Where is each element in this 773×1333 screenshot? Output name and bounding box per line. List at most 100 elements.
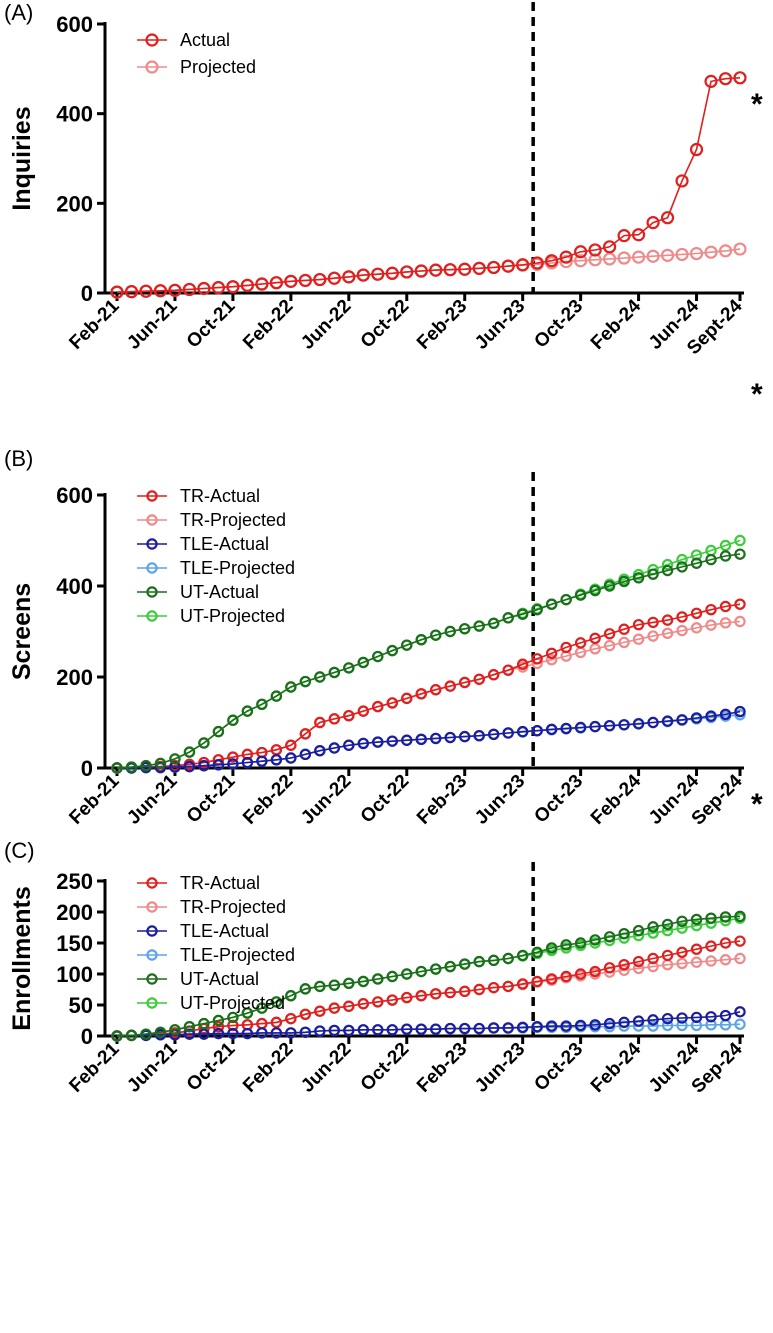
data-point	[256, 755, 268, 767]
data-point	[719, 539, 732, 552]
data-point	[545, 723, 558, 736]
data-point	[256, 1027, 268, 1039]
data-point	[603, 252, 617, 266]
data-point	[487, 669, 500, 681]
data-point	[501, 259, 515, 273]
x-tick-label: Oct-23	[530, 1039, 587, 1096]
data-point	[443, 263, 457, 277]
data-point	[487, 981, 500, 994]
data-point	[661, 558, 674, 571]
data-point	[647, 616, 659, 629]
data-point	[647, 960, 659, 973]
data-point	[647, 927, 659, 939]
y-tick-label: 150	[56, 931, 93, 956]
data-point	[661, 924, 674, 937]
data-point	[270, 996, 283, 1008]
data-point	[560, 1020, 572, 1032]
data-point	[473, 983, 485, 996]
data-point	[372, 973, 384, 985]
data-point	[372, 650, 384, 663]
y-tick-label: 0	[81, 756, 93, 781]
x-tick-label: Jun-22	[297, 771, 355, 829]
chart-panel-1: (A) Inquiries 0 200 400 600 Feb-21 Jun-21 Oct-21…	[4, 0, 763, 359]
data-point	[198, 760, 210, 772]
data-point	[314, 745, 326, 757]
data-point	[285, 752, 297, 764]
data-point	[212, 1027, 225, 1040]
data-point	[197, 281, 211, 296]
data-point	[589, 643, 601, 655]
data-point	[328, 742, 341, 754]
series-actual	[110, 71, 747, 299]
data-point	[328, 1024, 341, 1037]
data-point	[531, 724, 543, 737]
data-point	[487, 1022, 500, 1034]
data-point	[734, 1006, 746, 1018]
data-point	[603, 962, 616, 974]
data-point	[270, 1016, 283, 1029]
data-point	[719, 937, 732, 949]
series-tle-actual	[111, 1006, 746, 1042]
data-point	[531, 603, 543, 616]
data-point	[444, 680, 456, 692]
x-tick-label: Jun-23	[471, 771, 529, 829]
data-point	[183, 746, 196, 758]
data-point	[502, 952, 514, 965]
data-point	[356, 268, 370, 282]
data-point	[415, 733, 427, 746]
legend-marker	[146, 949, 158, 961]
legend: TR-Actual TR-Projected TLE-Actual TLE-Proje…	[137, 486, 295, 626]
legend-marker	[146, 610, 158, 622]
data-point	[153, 284, 168, 298]
data-point	[241, 1007, 254, 1019]
x-tick-label: Feb-23	[413, 771, 471, 829]
data-point	[647, 1014, 659, 1026]
series-line	[116, 553, 741, 769]
data-point	[618, 1020, 630, 1032]
data-point	[169, 1024, 181, 1036]
data-point	[343, 1024, 355, 1037]
data-point	[559, 255, 573, 269]
data-point	[444, 1022, 456, 1035]
x-tick-label: Oct-21	[183, 770, 240, 827]
legend-label: Actual	[180, 30, 230, 50]
data-point	[241, 705, 254, 717]
y-tick-label: 200	[56, 191, 93, 216]
data-point	[227, 1027, 239, 1040]
data-point	[139, 284, 153, 298]
data-point	[285, 681, 297, 693]
data-point	[559, 250, 573, 264]
data-point	[661, 918, 674, 931]
data-point	[227, 714, 239, 726]
data-point	[430, 963, 442, 975]
x-tick-label: Feb-21	[65, 770, 123, 828]
data-point	[545, 1020, 558, 1032]
series-line	[116, 940, 741, 1037]
data-point	[603, 931, 616, 943]
y-tick-label: 200	[56, 900, 93, 925]
data-point	[574, 937, 587, 949]
data-point	[589, 584, 601, 597]
data-point	[473, 729, 485, 742]
data-point	[211, 281, 226, 295]
data-point	[516, 1021, 529, 1034]
data-point	[386, 970, 398, 983]
data-point	[386, 697, 398, 709]
data-point	[124, 285, 139, 299]
panel-label: (C)	[4, 838, 35, 863]
data-point	[588, 253, 602, 267]
data-point	[414, 264, 428, 278]
data-point	[545, 654, 558, 666]
legend: TR-Actual TR-Projected TLE-Actual TLE-Proje…	[137, 873, 295, 1013]
data-point	[705, 955, 717, 967]
data-point	[632, 718, 645, 730]
data-point	[299, 748, 312, 761]
data-point	[632, 955, 645, 968]
data-point	[618, 1016, 630, 1029]
data-point	[140, 760, 152, 772]
data-point	[545, 598, 558, 610]
data-point	[487, 728, 500, 741]
series-line	[116, 603, 741, 769]
x-tick-label: Jun-21	[123, 1038, 181, 1096]
legend-label: UT-Projected	[180, 606, 285, 626]
